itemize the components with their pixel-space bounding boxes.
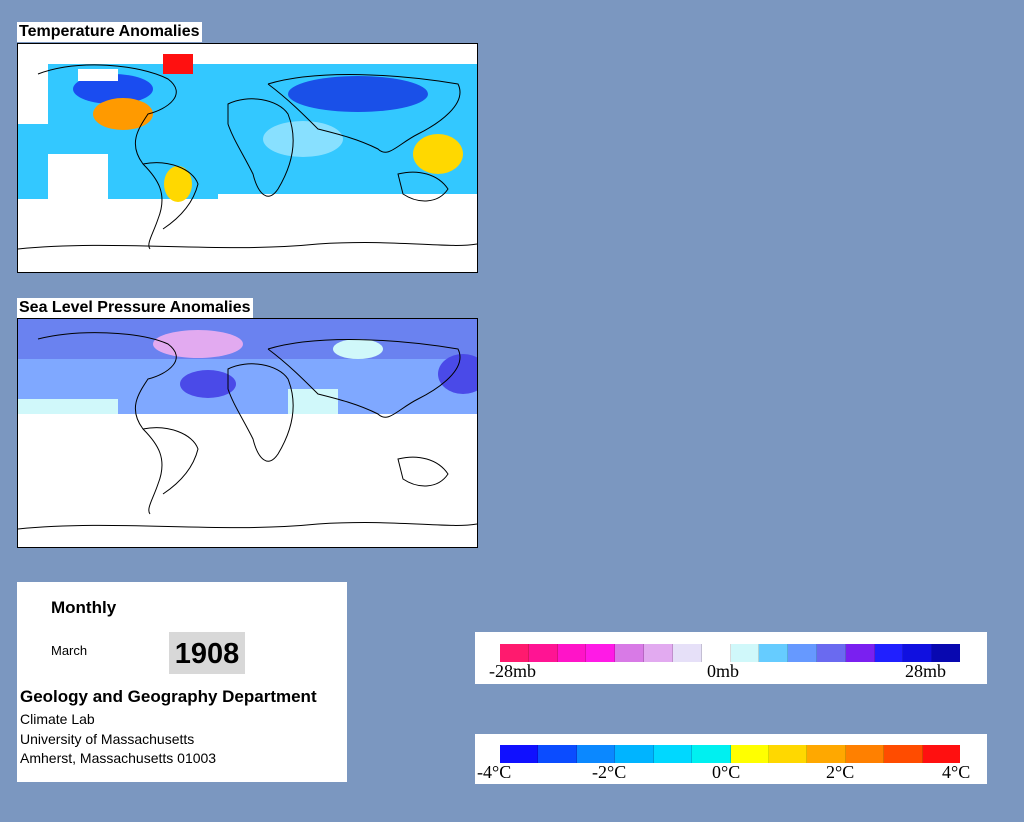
temperature-color-bar — [500, 745, 961, 763]
department-name: Geology and Geography Department — [20, 687, 317, 706]
temperature-legend-swatch — [615, 745, 654, 763]
pressure-legend-swatch — [615, 644, 645, 662]
pressure-legend-swatch — [500, 644, 529, 662]
temperature-label-zero: 0°C — [712, 762, 741, 782]
pressure-legend-swatch — [845, 644, 875, 662]
temperature-legend-swatch — [884, 745, 923, 763]
pressure-map-graphic — [18, 319, 477, 530]
address-line-1: Climate Lab — [20, 711, 95, 727]
pressure-label-max: 28mb — [905, 661, 947, 681]
pressure-legend-swatch — [701, 644, 731, 662]
temperature-map-graphic — [18, 54, 477, 272]
temperature-legend-swatch — [768, 745, 808, 763]
address-line-3: Amherst, Massachusetts 01003 — [20, 750, 217, 766]
pressure-legend-swatch — [788, 644, 817, 662]
pressure-legend-swatch — [644, 644, 673, 662]
temperature-legend-swatch — [845, 745, 885, 763]
pressure-color-bar — [500, 644, 960, 662]
year-display: 1908 — [169, 632, 245, 674]
temperature-label-plus4: 4°C — [942, 762, 971, 782]
temperature-legend-swatch — [653, 745, 693, 763]
address-line-2: University of Massachusetts — [20, 731, 195, 747]
pressure-legend-swatch — [816, 644, 846, 662]
month-label: March — [51, 643, 88, 658]
temperature-anomaly-map — [17, 43, 478, 273]
temperature-legend-swatch — [576, 745, 616, 763]
pressure-legend-swatch — [586, 644, 616, 662]
temperature-label-minus2: -2°C — [592, 762, 627, 782]
temperature-legend-swatch — [538, 745, 577, 763]
frequency-label: Monthly — [51, 598, 117, 617]
pressure-legend-swatch — [528, 644, 558, 662]
temperature-label-plus2: 2°C — [826, 762, 855, 782]
pressure-legend: -28mb 0mb 28mb — [475, 632, 987, 684]
pressure-legend-swatch — [672, 644, 702, 662]
temperature-legend-swatch — [730, 745, 769, 763]
pressure-panel-title: Sea Level Pressure Anomalies — [17, 298, 253, 318]
temperature-legend-swatch — [500, 745, 539, 763]
pressure-anomaly-map — [17, 318, 478, 548]
temperature-legend: -4°C -2°C 0°C 2°C 4°C — [475, 734, 987, 784]
temperature-panel-title: Temperature Anomalies — [17, 22, 202, 42]
pressure-legend-swatch — [874, 644, 904, 662]
pressure-legend-swatch — [730, 644, 760, 662]
temperature-label-minus4: -4°C — [477, 762, 512, 782]
pressure-label-zero: 0mb — [707, 661, 740, 681]
temperature-legend-swatch — [692, 745, 731, 763]
pressure-legend-swatch — [932, 644, 960, 662]
info-box: Monthly March 1908 Geology and Geography… — [17, 582, 347, 782]
temperature-legend-swatch — [922, 745, 961, 763]
pressure-label-min: -28mb — [489, 661, 536, 681]
temperature-legend-swatch — [807, 745, 846, 763]
pressure-legend-swatch — [759, 644, 789, 662]
pressure-legend-swatch — [557, 644, 587, 662]
pressure-legend-swatch — [903, 644, 933, 662]
